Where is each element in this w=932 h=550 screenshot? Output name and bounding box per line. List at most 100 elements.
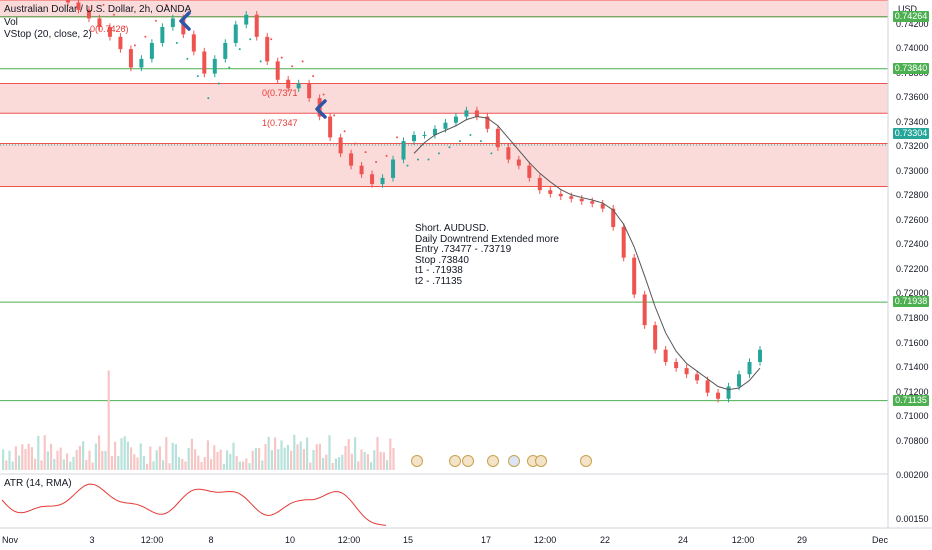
price-tick: 0.72000 <box>896 288 929 299</box>
volume-bar <box>197 455 200 470</box>
candle-body <box>737 374 742 387</box>
volume-bar <box>120 438 123 470</box>
economic-event-icon[interactable] <box>535 455 547 467</box>
volume-bar <box>5 460 8 470</box>
volume-bar <box>98 435 101 470</box>
vstop-dot <box>165 3 168 6</box>
atr-line <box>1 483 387 526</box>
vstop-dot <box>154 19 157 22</box>
volume-bar <box>21 444 24 470</box>
volume-bar <box>24 449 27 470</box>
price-tick: 0.71600 <box>896 337 929 348</box>
price-badge: 0.73840 <box>893 62 929 74</box>
volume-bars <box>2 370 395 470</box>
volume-bar <box>238 461 241 470</box>
vstop-dot <box>490 152 493 155</box>
vstop-dot <box>280 56 283 59</box>
volume-bar <box>344 446 347 470</box>
volume-bar <box>392 447 395 470</box>
volume-bar <box>331 462 334 470</box>
volume-bar <box>389 438 392 470</box>
vstop-dot <box>354 142 357 145</box>
volume-bar <box>178 457 181 470</box>
volume-bar <box>302 448 305 470</box>
candle-body <box>579 198 584 202</box>
atr-tick: 0.00200 <box>896 470 929 480</box>
price-badge: 0.73304 <box>893 128 929 140</box>
vstop-dot <box>291 65 294 68</box>
volume-bar <box>347 439 350 470</box>
price-badge: 0.71135 <box>893 394 929 406</box>
vstop-label[interactable]: VStop (20, close, 2) <box>4 29 92 40</box>
supply-zone <box>0 143 888 187</box>
candle-body <box>453 116 458 123</box>
candle-body <box>516 159 521 166</box>
volume-bar <box>190 438 193 470</box>
vstop-dot <box>312 75 315 78</box>
time-tick: 29 <box>796 535 808 545</box>
price-tick: 0.74200 <box>896 18 929 29</box>
volume-bar <box>290 450 293 470</box>
economic-event-icon[interactable] <box>462 455 474 467</box>
volume-bar <box>136 457 139 470</box>
volume-bar <box>229 453 232 470</box>
candle-body <box>632 257 637 295</box>
volume-bar <box>158 446 161 470</box>
vstop-dot <box>437 152 440 155</box>
volume-bar <box>62 459 65 470</box>
candle-body <box>412 134 416 142</box>
candle-body <box>244 14 249 25</box>
economic-event-icon[interactable] <box>411 455 423 467</box>
price-tick: 0.72200 <box>896 263 929 274</box>
volume-bar <box>200 462 203 470</box>
candle-body <box>391 159 396 178</box>
volume-bar <box>325 454 328 470</box>
volume-bar <box>322 457 325 470</box>
candle-body <box>506 147 511 160</box>
economic-event-icon[interactable] <box>449 455 461 467</box>
vstop-dot <box>196 75 199 78</box>
economic-event-icon[interactable] <box>487 455 499 467</box>
vol-label[interactable]: Vol <box>4 17 18 28</box>
volume-bar <box>350 453 353 470</box>
volume-bar <box>155 450 158 470</box>
candle-body <box>181 18 186 35</box>
atr-label[interactable]: ATR (14, RMA) <box>4 478 72 489</box>
candle-body <box>527 165 532 178</box>
candle-body <box>695 374 700 381</box>
volume-bar <box>242 461 245 470</box>
volume-bar <box>46 451 49 470</box>
candle-body <box>726 386 731 399</box>
symbol-title[interactable]: Australian Dollar / U.S. Dollar, 2h, OAN… <box>4 4 192 15</box>
volume-bar <box>8 450 11 470</box>
volume-bar <box>219 449 222 470</box>
volume-bar <box>174 444 177 470</box>
volume-bar <box>88 450 91 470</box>
candle-body <box>380 177 385 185</box>
economic-event-icon[interactable] <box>508 455 520 467</box>
note-line: Stop .73840 <box>415 254 469 266</box>
volume-bar <box>187 447 190 470</box>
volume-bar <box>85 459 88 470</box>
volume-bar <box>366 454 369 470</box>
economic-event-icon[interactable] <box>580 455 592 467</box>
time-tick: Dec <box>871 535 889 545</box>
volume-bar <box>56 450 59 470</box>
volume-bar <box>222 463 225 470</box>
volume-bar <box>258 448 261 470</box>
volume-bar <box>248 463 251 470</box>
volume-bar <box>139 443 142 470</box>
volume-bar <box>82 441 85 470</box>
note-line: Entry .73477 - .73719 <box>415 244 512 256</box>
chevron-left-icon[interactable] <box>312 98 330 120</box>
vstop-dot <box>417 158 419 161</box>
volume-bar <box>341 454 344 470</box>
chevron-left-icon[interactable] <box>176 10 194 32</box>
supply-zone <box>0 83 888 114</box>
price-tick: 0.73200 <box>896 141 929 152</box>
volume-bar <box>206 440 209 470</box>
candle-body <box>758 349 762 362</box>
time-tick: 24 <box>677 535 689 545</box>
volume-bar <box>37 435 40 470</box>
